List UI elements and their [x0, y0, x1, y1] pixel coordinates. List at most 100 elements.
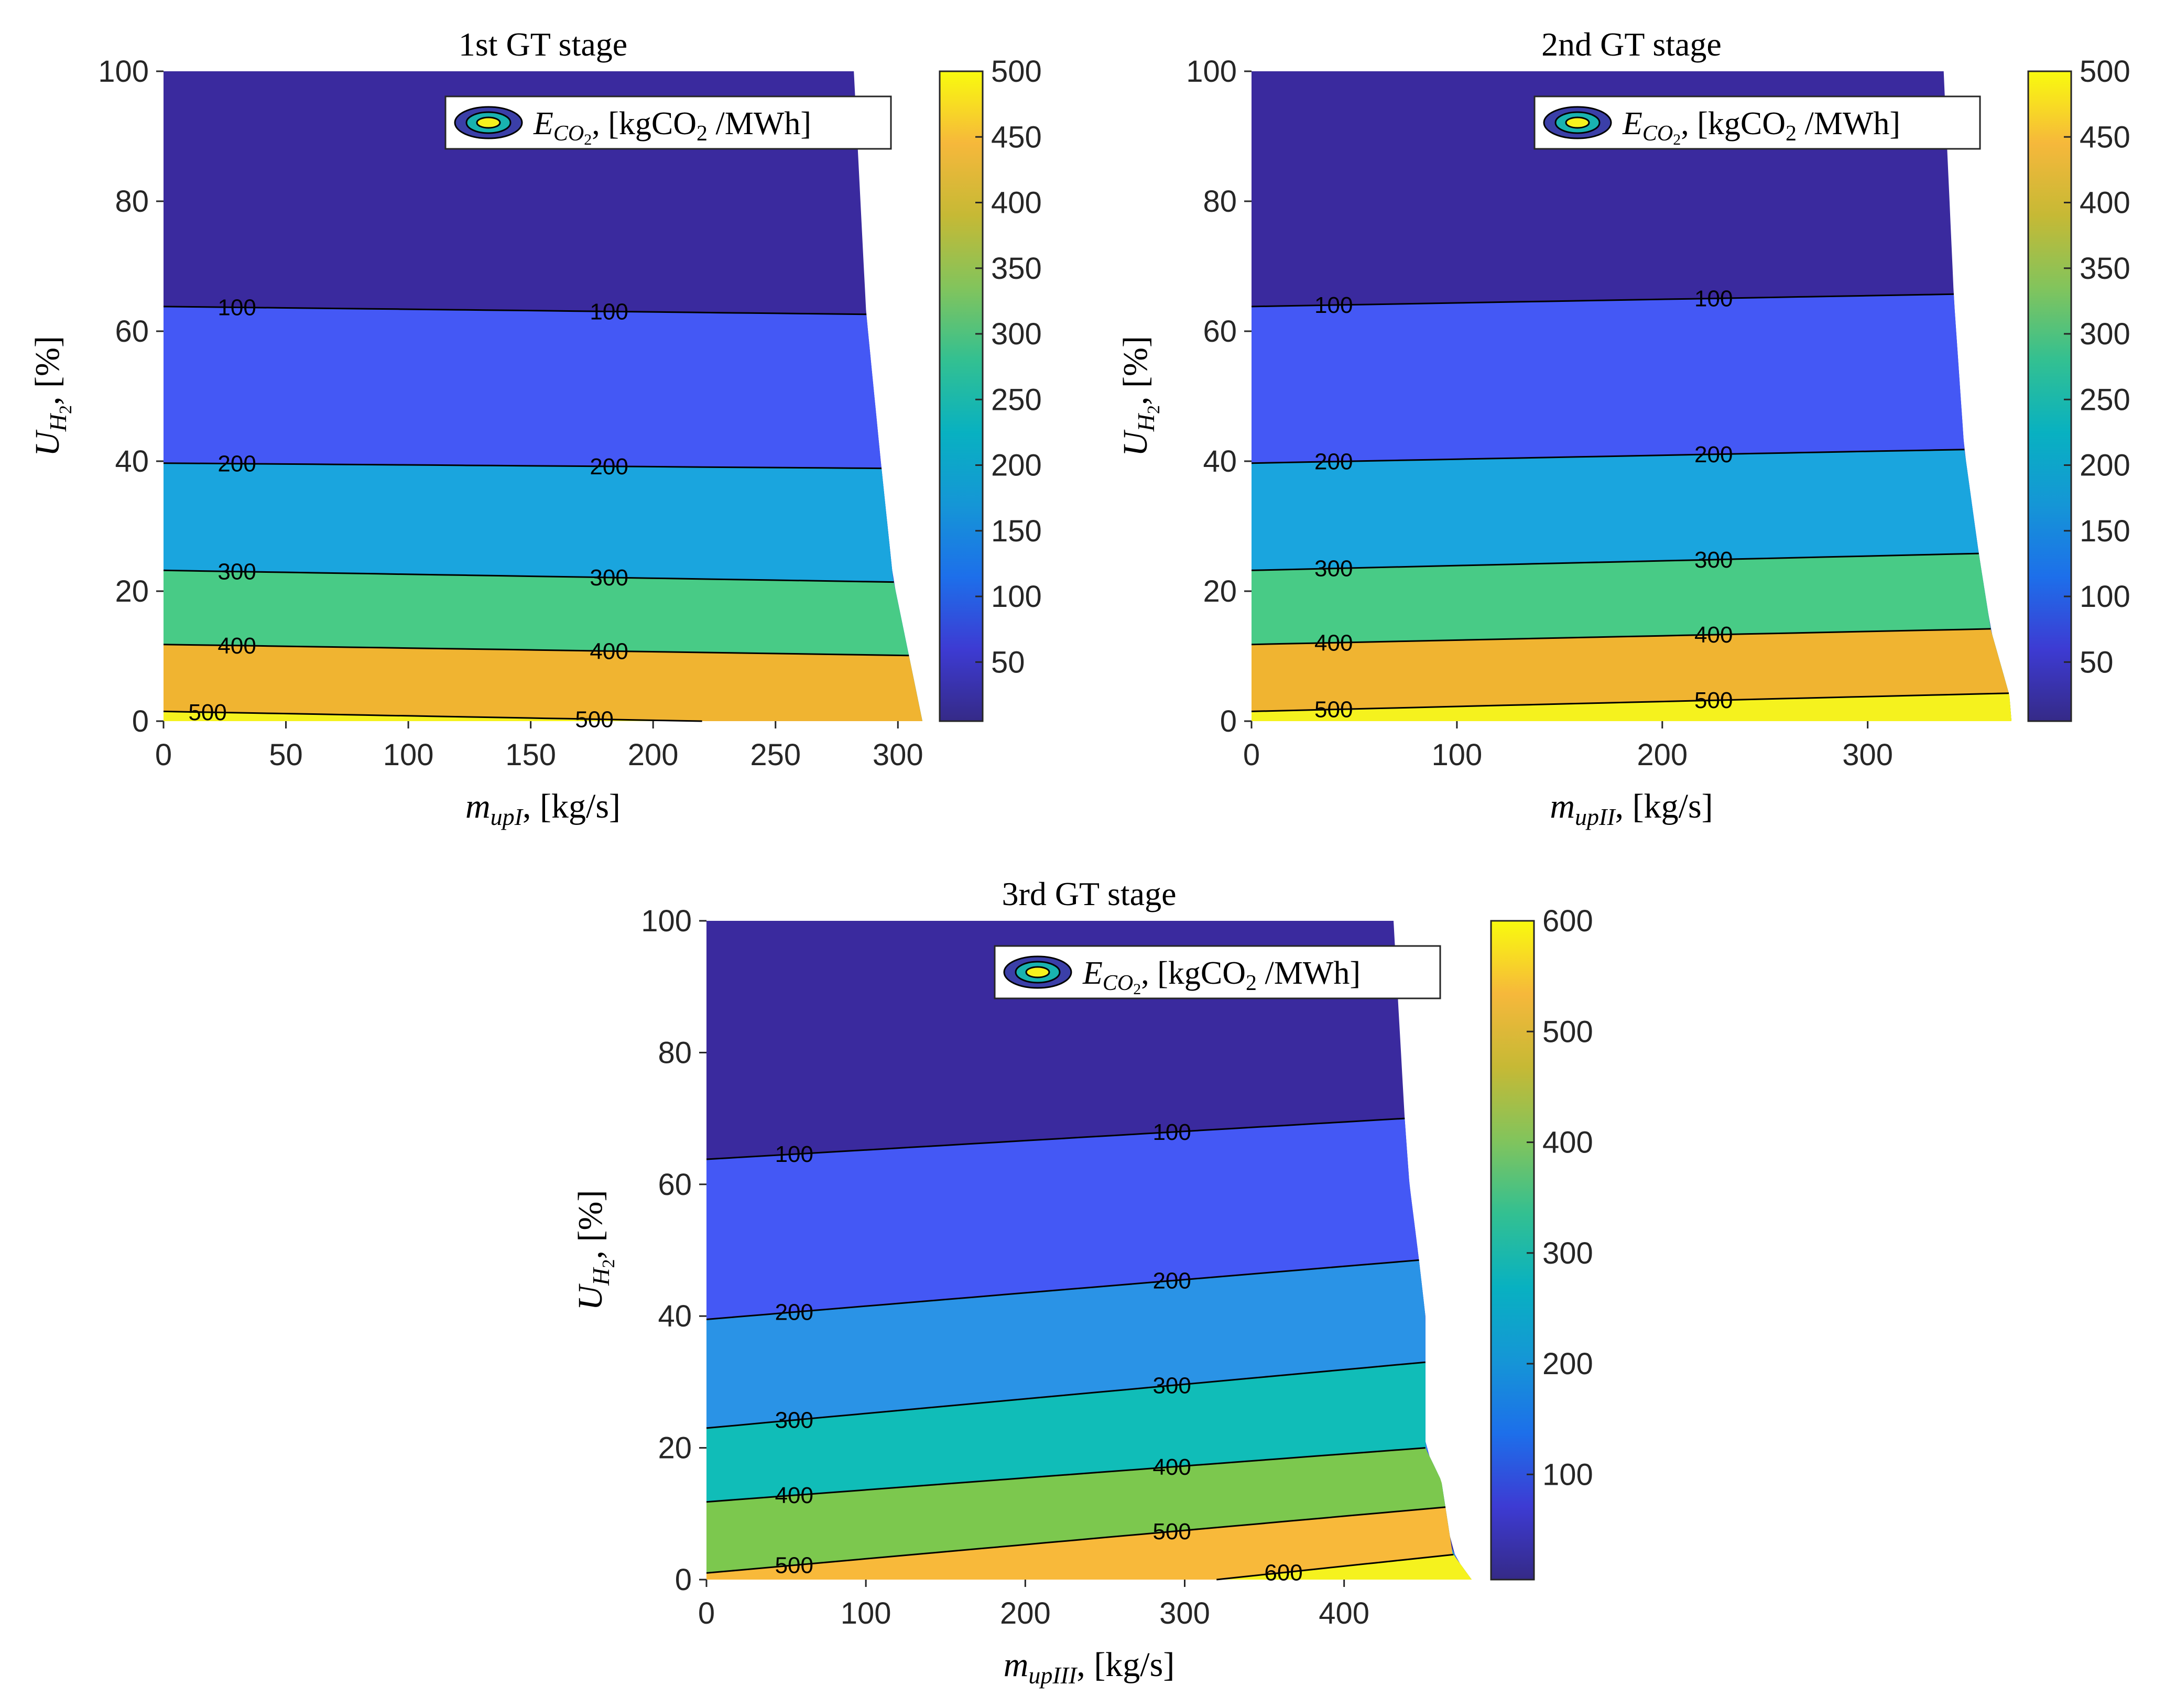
colorbar-tick-label: 350	[991, 252, 1042, 286]
y-tick-label: 60	[1203, 314, 1237, 349]
contour-label: 100	[217, 295, 256, 320]
contour-line	[706, 1506, 1446, 1574]
colorbar: 100 200 300 400 500 600	[1490, 904, 1593, 1581]
contour-label: 100	[1152, 1119, 1191, 1145]
colorbar-tick-label: 500	[2080, 55, 2130, 89]
axes: 0 100 200 300 0 20 40 60 80 100	[1186, 55, 1893, 772]
legend-label: ECO2, [kgCO2 /MWh]	[1082, 955, 1361, 998]
y-tick-label: 80	[115, 184, 149, 219]
y-axis-label: UH2, [%]	[28, 336, 75, 456]
contour-label: 400	[217, 633, 256, 659]
colorbar-tick-label: 150	[991, 514, 1042, 548]
colorbar-gradient	[939, 70, 984, 722]
contour-label: 500	[1694, 688, 1733, 713]
contour-label: 300	[775, 1408, 813, 1433]
contour-label: 300	[1314, 556, 1353, 582]
contour-line	[163, 644, 909, 657]
y-tick-label: 80	[658, 1036, 692, 1070]
x-tick-label: 100	[383, 738, 434, 772]
contour-label: 400	[590, 638, 628, 664]
y-tick-label: 40	[1203, 444, 1237, 478]
y-tick-label: 60	[658, 1168, 692, 1202]
y-tick-label: 40	[115, 444, 149, 478]
plot-area: 100 100 200 200 300 300 400 400 500 500 600	[706, 921, 1472, 1585]
contour-label: 300	[1694, 547, 1733, 573]
x-tick-label: 200	[628, 738, 679, 772]
legend-contour-icon	[1565, 116, 1590, 129]
legend-contour-icon	[1025, 966, 1050, 978]
colorbar-tick-label: 150	[2080, 514, 2130, 548]
colorbar-tick-label: 300	[991, 317, 1042, 351]
contour-label: 200	[1314, 449, 1353, 475]
chart-title: 1st GT stage	[459, 26, 627, 63]
contour-line	[163, 569, 894, 583]
x-tick-label: 400	[1319, 1596, 1369, 1630]
contour-label: 100	[1694, 286, 1733, 311]
contour-line	[1216, 1553, 1454, 1581]
y-tick-label: 100	[1186, 55, 1237, 89]
colorbar-tick-label: 400	[2080, 186, 2130, 220]
colorbar-tick-label: 200	[1542, 1347, 1593, 1381]
colorbar-tick-label: 250	[2080, 383, 2130, 417]
contour-band	[164, 644, 922, 721]
colorbar-tick-label: 200	[2080, 449, 2130, 483]
contour-label: 400	[1152, 1454, 1191, 1480]
contour-label: 500	[775, 1553, 813, 1579]
x-tick-label: 150	[505, 738, 556, 772]
colorbar-tick-label: 300	[1542, 1236, 1593, 1270]
contour-line	[706, 1447, 1426, 1503]
y-tick-label: 100	[641, 904, 692, 938]
legend-label: ECO2, [kgCO2 /MWh]	[1622, 106, 1900, 148]
x-tick-label: 200	[1000, 1596, 1051, 1630]
contour-label: 300	[1152, 1373, 1191, 1399]
x-tick-label: 100	[1432, 738, 1483, 772]
x-axis-label: mupIII, [kg/s]	[1004, 1646, 1175, 1689]
legend-contour-icon	[476, 116, 501, 129]
x-tick-label: 250	[750, 738, 801, 772]
contour-line	[1251, 692, 2009, 712]
contour-label: 600	[1264, 1560, 1302, 1585]
x-axis-label: mupI, [kg/s]	[465, 787, 621, 830]
contour-line	[1251, 449, 1965, 464]
contour-label: 500	[575, 706, 613, 732]
contour-label: 200	[590, 454, 628, 480]
y-tick-label: 0	[675, 1563, 692, 1597]
axes: 0 100 200 300 400 0 20 40 60 80 100	[641, 904, 1369, 1630]
y-tick-label: 20	[1203, 574, 1237, 608]
contour-label: 500	[188, 700, 226, 725]
contour-label: 200	[217, 451, 256, 477]
contour-label: 400	[775, 1483, 813, 1508]
x-tick-label: 100	[841, 1596, 891, 1630]
colorbar-tick-label: 350	[2080, 252, 2130, 286]
y-axis-label: UH2, [%]	[1116, 336, 1163, 456]
contour-label: 200	[1152, 1268, 1191, 1294]
contour-line	[706, 1259, 1419, 1320]
colorbar: 50 100 150 200 250 300 350 400 450 500	[939, 55, 1042, 722]
colorbar-gradient	[1490, 920, 1535, 1581]
colorbar-tick-label: 200	[991, 449, 1042, 483]
colorbar-tick-label: 50	[991, 645, 1025, 679]
x-tick-label: 50	[269, 738, 303, 772]
colorbar-tick-label: 300	[2080, 317, 2130, 351]
chart-title: 3rd GT stage	[1002, 875, 1177, 912]
contour-label: 200	[1694, 442, 1733, 467]
x-tick-label: 0	[1243, 738, 1260, 772]
contour-label: 200	[775, 1300, 813, 1325]
y-tick-label: 0	[132, 704, 149, 738]
contour-band	[706, 1507, 1472, 1580]
legend-label: ECO2, [kgCO2 /MWh]	[533, 106, 811, 148]
contour-band	[1252, 693, 2011, 721]
legend: ECO2, [kgCO2 /MWh]	[444, 95, 892, 150]
contour-label: 100	[590, 299, 628, 324]
colorbar-tick-label: 450	[991, 120, 1042, 154]
axes: 0 50 100 150 200 250 300 0 20 40 60 80 100	[98, 55, 923, 772]
colorbar-tick-label: 100	[991, 580, 1042, 614]
y-tick-label: 60	[115, 314, 149, 349]
colorbar-tick-label: 500	[1542, 1015, 1593, 1049]
colorbar-gradient	[2027, 70, 2072, 722]
legend: ECO2, [kgCO2 /MWh]	[1533, 95, 1981, 150]
y-axis-label: UH2, [%]	[571, 1190, 618, 1311]
colorbar: 50 100 150 200 250 300 350 400 450 500	[2027, 55, 2130, 722]
